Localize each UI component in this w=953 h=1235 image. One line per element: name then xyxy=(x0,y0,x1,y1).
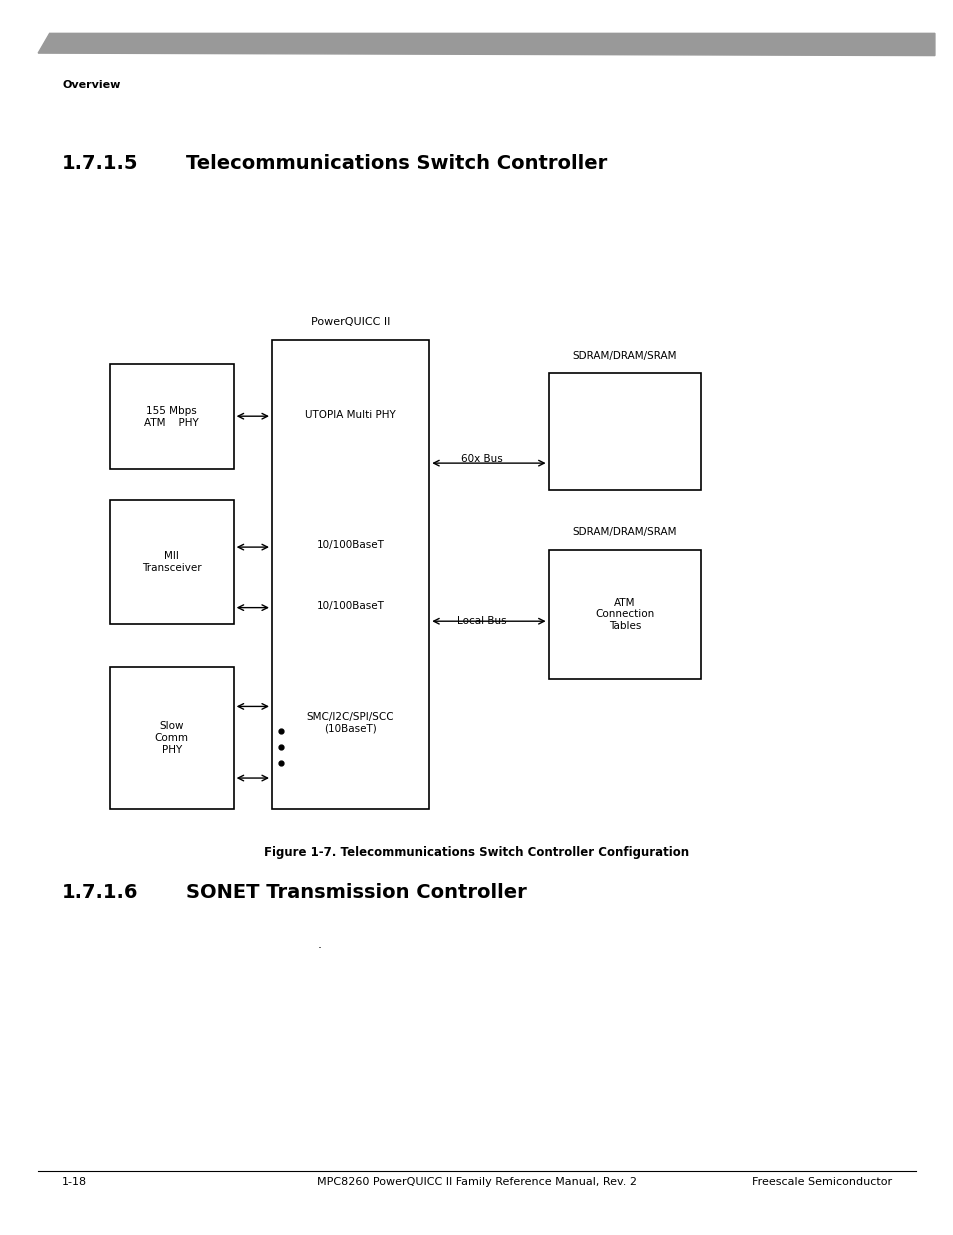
Text: Local Bus: Local Bus xyxy=(456,616,506,626)
FancyBboxPatch shape xyxy=(110,364,233,469)
Text: 10/100BaseT: 10/100BaseT xyxy=(316,601,384,611)
Text: UTOPIA Multi PHY: UTOPIA Multi PHY xyxy=(305,410,395,420)
Text: Figure 1-7. Telecommunications Switch Controller Configuration: Figure 1-7. Telecommunications Switch Co… xyxy=(264,846,689,860)
Text: SONET Transmission Controller: SONET Transmission Controller xyxy=(186,883,526,902)
FancyBboxPatch shape xyxy=(110,500,233,624)
Polygon shape xyxy=(38,33,934,56)
Text: MII
Transceiver: MII Transceiver xyxy=(142,551,201,573)
Text: 1-18: 1-18 xyxy=(62,1177,87,1187)
Text: 10/100BaseT: 10/100BaseT xyxy=(316,540,384,550)
Text: Slow
Comm
PHY: Slow Comm PHY xyxy=(154,721,189,755)
Text: Freescale Semiconductor: Freescale Semiconductor xyxy=(751,1177,891,1187)
Text: 155 Mbps
ATM    PHY: 155 Mbps ATM PHY xyxy=(144,406,199,427)
Text: 1.7.1.6: 1.7.1.6 xyxy=(62,883,138,902)
Text: Telecommunications Switch Controller: Telecommunications Switch Controller xyxy=(186,154,607,173)
Text: Overview: Overview xyxy=(62,80,120,90)
Text: SDRAM/DRAM/SRAM: SDRAM/DRAM/SRAM xyxy=(572,527,677,537)
Text: 60x Bus: 60x Bus xyxy=(460,454,502,464)
Text: .: . xyxy=(317,939,321,951)
FancyBboxPatch shape xyxy=(272,340,429,809)
FancyBboxPatch shape xyxy=(110,667,233,809)
FancyBboxPatch shape xyxy=(548,373,700,490)
Text: 1.7.1.5: 1.7.1.5 xyxy=(62,154,138,173)
Text: ATM
Connection
Tables: ATM Connection Tables xyxy=(595,598,654,631)
Text: PowerQUICC II: PowerQUICC II xyxy=(311,317,390,327)
Text: SDRAM/DRAM/SRAM: SDRAM/DRAM/SRAM xyxy=(572,351,677,361)
FancyBboxPatch shape xyxy=(548,550,700,679)
Text: SMC/I2C/SPI/SCC
(10BaseT): SMC/I2C/SPI/SCC (10BaseT) xyxy=(307,711,394,734)
Text: MPC8260 PowerQUICC II Family Reference Manual, Rev. 2: MPC8260 PowerQUICC II Family Reference M… xyxy=(316,1177,637,1187)
